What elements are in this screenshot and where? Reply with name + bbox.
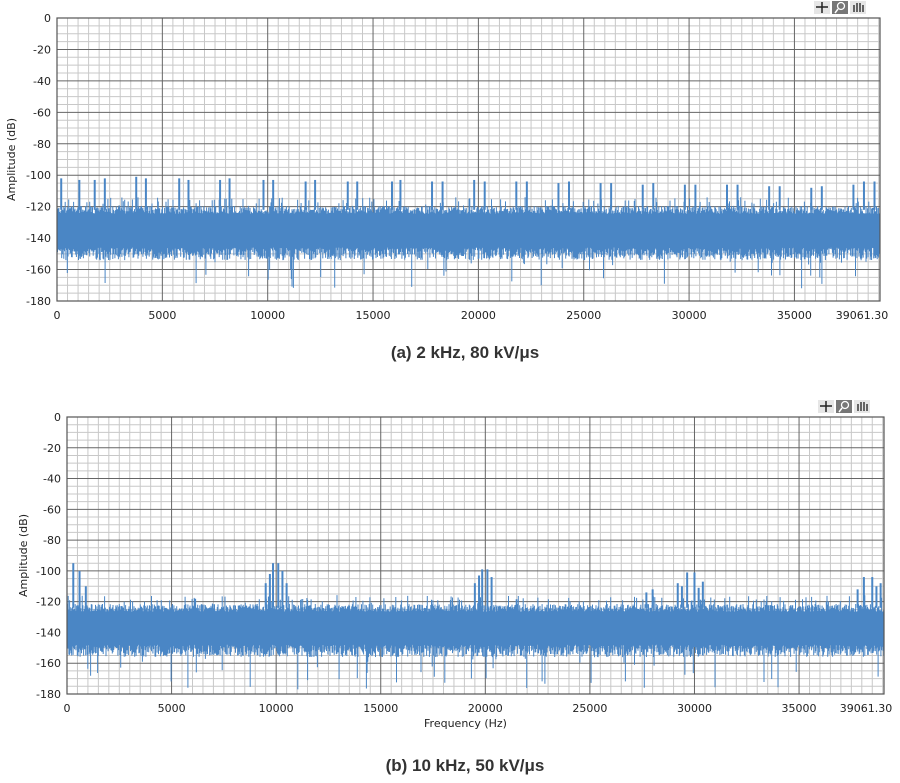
x-tick-label: 35000 (777, 309, 812, 322)
pan-hand-icon[interactable] (854, 400, 870, 413)
y-tick-label: 0 (54, 411, 61, 424)
x-tick-label: 20000 (461, 309, 496, 322)
y-tick-label: -80 (33, 138, 51, 151)
zoom-icon[interactable] (836, 400, 852, 413)
y-tick-label: -140 (26, 232, 51, 245)
y-tick-label: -120 (26, 201, 51, 214)
plot-border (66, 416, 885, 695)
x-tick-label: 10000 (259, 702, 294, 715)
y-tick-label: -160 (36, 657, 61, 670)
x-tick-label: 25000 (572, 702, 607, 715)
x-tick-label: 25000 (566, 309, 601, 322)
x-tick-label: 39061.30 (840, 702, 893, 715)
x-tick-label: 5000 (158, 702, 186, 715)
caption-a: (a) 2 kHz, 80 kV/μs (390, 343, 540, 362)
y-tick-label: -180 (26, 295, 51, 308)
y-axis-label: Amplitude (dB) (17, 514, 30, 597)
x-tick-label: 0 (64, 702, 71, 715)
y-tick-label: -20 (33, 43, 51, 56)
x-tick-label: 15000 (363, 702, 398, 715)
zoom-icon[interactable] (832, 1, 848, 14)
x-tick-label: 0 (54, 309, 61, 322)
y-tick-label: -100 (26, 169, 51, 182)
x-axis-label: Frequency (Hz) (424, 717, 507, 730)
caption-b: (b) 10 kHz, 50 kV/μs (385, 756, 545, 775)
x-tick-label: 20000 (468, 702, 503, 715)
y-tick-label: -140 (36, 626, 61, 639)
y-tick-label: -60 (33, 106, 51, 119)
x-tick-label: 30000 (677, 702, 712, 715)
y-tick-label: -20 (43, 442, 61, 455)
y-axis-label: Amplitude (dB) (5, 118, 18, 201)
y-tick-label: -100 (36, 565, 61, 578)
y-tick-label: -40 (33, 75, 51, 88)
graph-toolbar (818, 400, 870, 413)
pan-hand-icon[interactable] (850, 1, 866, 14)
graph-toolbar (814, 1, 866, 14)
y-tick-label: -60 (43, 503, 61, 516)
cursor-icon[interactable] (818, 400, 834, 413)
y-tick-label: 0 (44, 12, 51, 25)
plot-border (56, 17, 881, 302)
x-tick-label: 10000 (250, 309, 285, 322)
y-tick-label: -120 (36, 596, 61, 609)
x-tick-label: 30000 (672, 309, 707, 322)
cursor-icon[interactable] (814, 1, 830, 14)
y-tick-label: -160 (26, 264, 51, 277)
y-tick-label: -180 (36, 688, 61, 701)
y-tick-label: -40 (43, 473, 61, 486)
x-tick-label: 39061.30 (836, 309, 889, 322)
y-tick-label: -80 (43, 534, 61, 547)
x-tick-label: 15000 (356, 309, 391, 322)
x-tick-label: 5000 (148, 309, 176, 322)
x-tick-label: 35000 (782, 702, 817, 715)
